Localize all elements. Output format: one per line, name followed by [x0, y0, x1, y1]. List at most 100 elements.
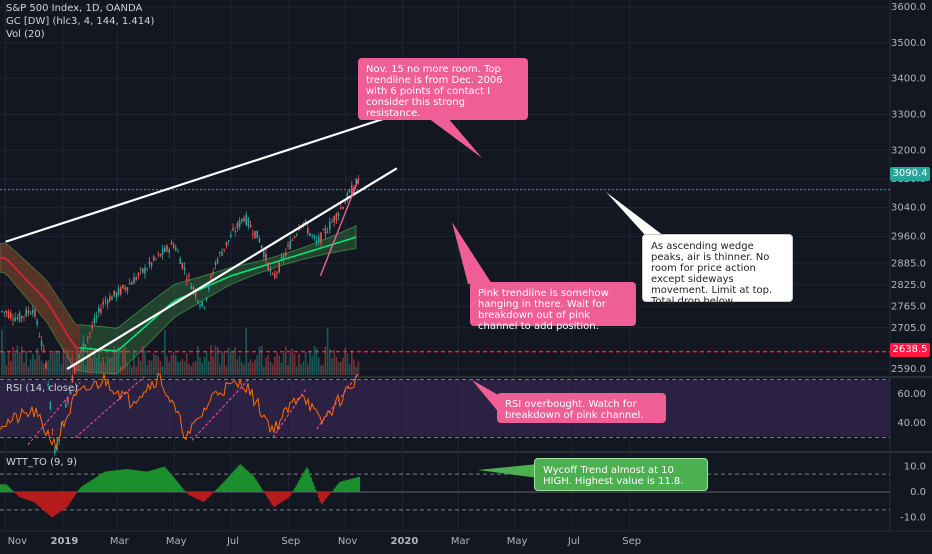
wtt-area-bar	[335, 487, 337, 492]
wtt-area-bar	[179, 484, 181, 492]
candle-body	[113, 291, 115, 296]
candle-body	[340, 208, 342, 209]
volume-bar	[41, 361, 43, 375]
candle-body	[197, 300, 199, 302]
wtt-area-bar	[180, 486, 182, 492]
wtt-area-bar	[95, 478, 97, 492]
annotation-wycoff[interactable]: Wycoff Trend almost at 10 HIGH. Highest …	[534, 458, 708, 491]
volume-bar	[166, 356, 168, 375]
annotation-rsi[interactable]: RSI overbought. Watch for breakdown of p…	[497, 393, 666, 423]
wtt-area-bar	[122, 470, 124, 492]
wtt-area-bar	[191, 492, 193, 496]
wtt-area-bar	[78, 490, 80, 492]
candle-body	[320, 233, 322, 243]
wtt-area-bar	[272, 492, 274, 505]
candle-body	[241, 219, 243, 222]
wtt-area-bar	[308, 469, 310, 492]
volume-bar	[296, 366, 298, 375]
annotation-wedge[interactable]: As ascending wedge peaks, air is thinner…	[642, 234, 793, 302]
volume-bar	[80, 352, 82, 375]
volume-bar	[153, 353, 155, 375]
candle-body	[109, 296, 111, 301]
wtt-area-bar	[204, 492, 206, 501]
wtt-area-bar	[315, 490, 317, 492]
candle-body	[329, 222, 331, 230]
volume-bar	[353, 359, 355, 375]
candle-body	[162, 249, 164, 255]
wtt-area-bar	[168, 471, 170, 492]
wtt-area-bar	[192, 492, 194, 497]
candle-body	[270, 269, 272, 272]
wtt-area-bar	[167, 470, 169, 492]
candle-body	[166, 245, 168, 251]
volume-bar	[155, 355, 157, 375]
volume-bar	[127, 363, 129, 375]
wtt-area-bar	[228, 476, 230, 492]
candle-body	[281, 257, 283, 259]
volume-bar	[226, 366, 228, 375]
time-axis-tick-label: Jul	[226, 536, 239, 547]
wtt-area-bar	[113, 471, 115, 492]
volume-bar	[184, 361, 186, 375]
wtt-area-bar	[296, 485, 298, 492]
candle-body	[131, 283, 133, 285]
wtt-area-bar	[158, 468, 160, 492]
price-axis-tick-label: 3200.0	[891, 145, 926, 156]
wtt-area-bar	[48, 492, 50, 515]
wtt-area-bar	[300, 478, 302, 492]
wtt-area-bar	[72, 492, 74, 499]
wtt-area-bar	[41, 492, 43, 508]
volume-bar	[197, 346, 199, 375]
volume-bar	[292, 349, 294, 375]
candle-body	[226, 242, 228, 246]
candle-body	[199, 304, 201, 306]
wtt-area-bar	[239, 465, 241, 492]
volume-bar	[355, 367, 357, 375]
candle-body	[342, 207, 344, 209]
candle-body	[8, 312, 10, 318]
candle-body	[133, 277, 135, 283]
wtt-area-bar	[24, 492, 26, 499]
wtt-area-bar	[131, 470, 133, 492]
wtt-area-bar	[336, 486, 338, 492]
wtt-area-bar	[312, 482, 314, 492]
volume-bar	[140, 361, 142, 375]
wtt-area-bar	[170, 473, 172, 492]
candle-body	[217, 259, 219, 263]
wtt-area-bar	[174, 479, 176, 492]
candle-body	[188, 276, 190, 277]
wtt-area-bar	[270, 492, 272, 503]
candle-body	[52, 429, 54, 431]
wtt-area-bar	[62, 492, 64, 510]
wtt-area-bar	[285, 492, 287, 500]
wtt-area-bar	[318, 492, 320, 498]
volume-bar	[204, 357, 206, 375]
volume-bar	[135, 366, 137, 375]
candle-body	[21, 316, 23, 318]
candle-body	[190, 286, 192, 289]
volume-bar	[17, 346, 19, 375]
volume-bar	[274, 357, 276, 375]
candle-body	[30, 313, 32, 314]
candle-body	[263, 251, 265, 257]
volume-bar	[171, 355, 173, 375]
wtt-area-bar	[51, 492, 53, 517]
wtt-area-bar	[275, 492, 277, 506]
volume-bar	[89, 347, 91, 375]
price-axis-tick-label: 2885.0	[891, 258, 926, 269]
wtt-area-bar	[17, 492, 19, 495]
annotation-top-trendline[interactable]: Nov. 15 no more room. Top trendline is f…	[358, 58, 528, 120]
volume-bar	[327, 328, 329, 375]
volume-bar	[314, 346, 316, 375]
wtt-area-bar	[290, 492, 292, 496]
volume-bar	[250, 359, 252, 375]
volume-bar	[342, 358, 344, 375]
volume-bar	[331, 359, 333, 375]
candle-body	[283, 255, 285, 259]
wtt-axis-tick-label: 0.0	[910, 487, 926, 498]
candle-body	[138, 273, 140, 276]
wtt-axis-tick-label: -10.0	[900, 513, 926, 524]
volume-bar	[25, 350, 27, 375]
annotation-pink-trendline[interactable]: Pink trendline is somehow hanging in the…	[470, 282, 636, 326]
volume-bar	[241, 362, 243, 375]
